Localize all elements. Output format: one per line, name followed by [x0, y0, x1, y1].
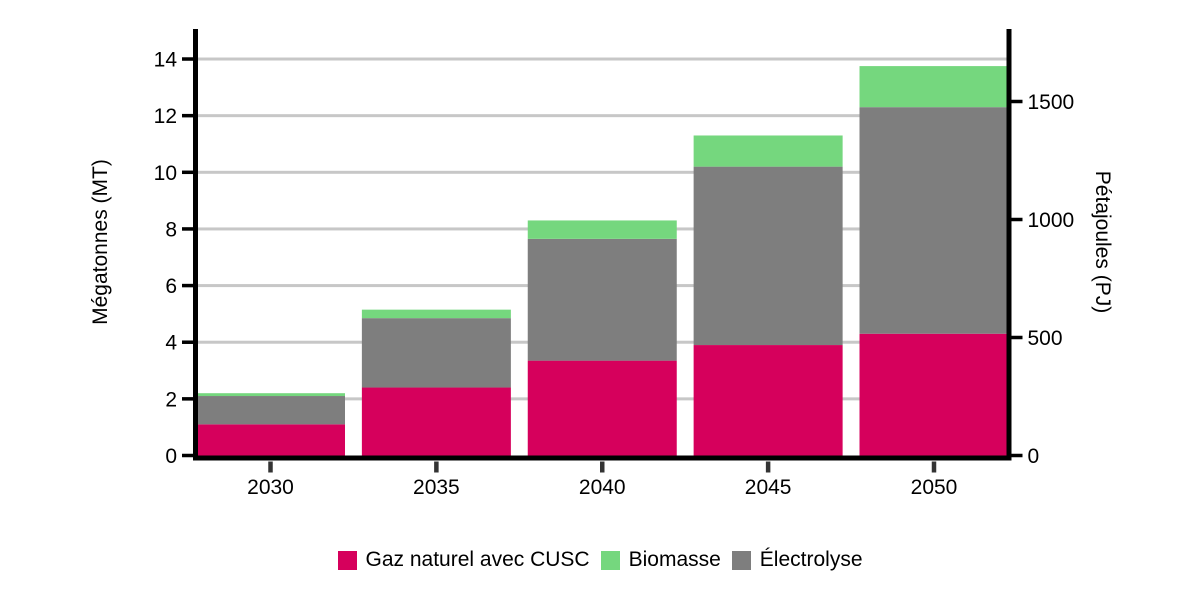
- x-tick-label: 2050: [911, 476, 958, 499]
- y-right-tick: [1011, 217, 1023, 222]
- bar-segment: [527, 220, 677, 239]
- y-left-axis-line: [193, 29, 198, 461]
- grid-line: [196, 170, 1009, 174]
- y-right-axis-line: [1006, 29, 1012, 461]
- bar-segment: [859, 66, 1009, 108]
- legend-label: Électrolyse: [759, 548, 863, 571]
- x-tick-label: 2030: [247, 476, 294, 499]
- legend-swatch: [337, 550, 357, 570]
- y-left-tick-label: 4: [165, 332, 177, 355]
- y-right-tick-label: 1500: [1028, 91, 1075, 114]
- axes-layer: [182, 29, 1023, 473]
- y-left-tick-label: 12: [154, 105, 177, 128]
- bar-segment: [693, 135, 843, 167]
- x-tick: [600, 461, 605, 473]
- y-left-tick-label: 8: [165, 218, 177, 241]
- y-left-axis-title: Mégatonnes (MT): [89, 159, 112, 325]
- y-right-tick: [1011, 453, 1023, 458]
- legend-swatch: [600, 550, 620, 570]
- legend: Gaz naturel avec CUSC Biomasse Électrolyse: [0, 548, 1200, 572]
- bar-segment: [859, 333, 1009, 456]
- bars-layer: [196, 66, 1009, 456]
- y-right-axis-title: Pétajoules (PJ): [1091, 171, 1114, 313]
- y-left-tick: [182, 397, 193, 401]
- y-left-tick: [182, 453, 193, 458]
- bar-segment: [527, 360, 677, 456]
- grid-line: [196, 114, 1009, 118]
- y-left-tick: [182, 283, 193, 288]
- y-right-tick: [1011, 99, 1023, 104]
- x-tick-label: 2045: [745, 476, 792, 499]
- legend-item: Électrolyse: [731, 548, 863, 572]
- bar-segment: [196, 393, 345, 397]
- legend-item: Biomasse: [600, 548, 721, 572]
- y-left-tick: [182, 57, 193, 61]
- legend-label: Biomasse: [628, 548, 721, 571]
- axis-labels-layer: 0 2 4 6 8 10 12 14 0 500 1000 1500 2030 2035 2040 2045 2…: [154, 49, 1075, 499]
- y-left-tick: [182, 227, 193, 231]
- y-left-tick-label: 0: [165, 445, 177, 468]
- y-left-tick-label: 14: [154, 49, 178, 72]
- legend-label: Gaz naturel avec CUSC: [365, 548, 590, 571]
- bar-segment: [361, 309, 511, 319]
- y-left-tick-label: 6: [165, 275, 177, 298]
- x-tick: [765, 461, 771, 473]
- x-tick: [268, 461, 273, 473]
- y-left-tick-label: 2: [165, 388, 177, 411]
- y-right-tick-label: 500: [1028, 327, 1063, 350]
- y-left-tick: [182, 340, 193, 344]
- legend-item: Gaz naturel avec CUSC: [337, 548, 590, 572]
- y-right-tick-label: 1000: [1028, 209, 1075, 232]
- bar-segment: [196, 396, 345, 425]
- x-axis-line: [193, 455, 1012, 461]
- legend-swatch: [731, 550, 751, 570]
- y-left-tick-label: 10: [154, 162, 177, 185]
- x-tick: [931, 461, 937, 473]
- bar-segment: [859, 107, 1009, 334]
- bar-segment: [527, 238, 677, 361]
- x-tick-label: 2040: [579, 476, 626, 499]
- bar-segment: [693, 166, 843, 346]
- y-right-tick-label: 0: [1028, 445, 1040, 468]
- bar-segment: [361, 387, 511, 456]
- bar-segment: [361, 318, 511, 388]
- bar-segment: [693, 345, 843, 456]
- x-tick-label: 2035: [413, 476, 460, 499]
- grid-line: [196, 57, 1009, 61]
- y-left-tick: [182, 113, 193, 118]
- y-left-tick: [182, 170, 193, 175]
- x-tick: [434, 461, 439, 473]
- y-right-tick: [1011, 335, 1023, 340]
- bar-segment: [196, 424, 345, 456]
